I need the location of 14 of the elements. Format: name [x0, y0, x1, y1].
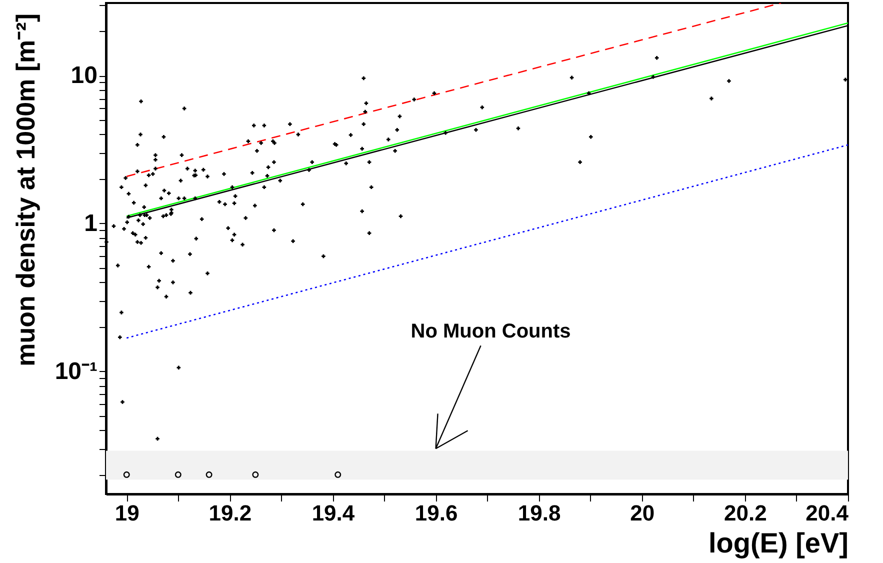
y-tick-label: 10⁻¹	[54, 358, 98, 385]
y-axis-title: muon density at 1000m [m⁻²]	[10, 14, 40, 366]
x-axis-title: log(E) [eV]	[708, 528, 848, 558]
x-tick-label: 19.2	[208, 500, 252, 526]
x-tick-label: 20.4	[806, 500, 850, 526]
x-tick-label: 19.8	[518, 500, 561, 526]
annotation: No Muon Counts	[410, 320, 571, 343]
x-tick-label: 19	[114, 500, 140, 526]
x-tick-label: 19.6	[414, 500, 458, 526]
x-tick-label: 20	[630, 500, 655, 526]
y-tick-label: 10	[70, 62, 98, 90]
x-tick-label: 19.4	[312, 500, 356, 526]
x-tick-label: 20.2	[724, 500, 767, 526]
y-tick-label: 1	[84, 210, 98, 237]
